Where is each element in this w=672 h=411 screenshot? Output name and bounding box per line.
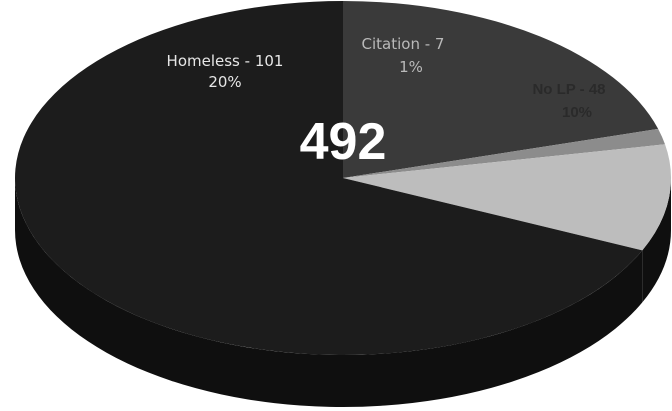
total-count: 492 [300, 113, 387, 171]
slice-label-citation-line1: Citation - 7 [362, 35, 445, 53]
pie-slice-other [14, 1, 643, 356]
slice-label-homeless-line1: Homeless - 101 [167, 52, 284, 70]
slice-label-homeless-line2: 20% [208, 73, 241, 91]
pie-slices [14, 1, 671, 356]
pie-slice-citation [343, 128, 666, 178]
slice-label-no-lp: No LP - 48 10% [532, 81, 605, 121]
slice-label-homeless: Homeless - 101 20% [167, 52, 284, 91]
slice-label-citation: Citation - 7 1% [362, 35, 445, 76]
pie-slice-homeless [343, 1, 659, 178]
slice-label-no-lp-line1: No LP - 48 [532, 81, 605, 98]
pie-side-other [15, 178, 643, 407]
slice-label-no-lp-line2: 10% [562, 104, 592, 121]
pie-slice-no-lp [343, 144, 671, 251]
slice-label-citation-line2: 1% [399, 58, 423, 76]
pie-depth [15, 178, 671, 407]
pie-side-no-lp [642, 178, 671, 303]
